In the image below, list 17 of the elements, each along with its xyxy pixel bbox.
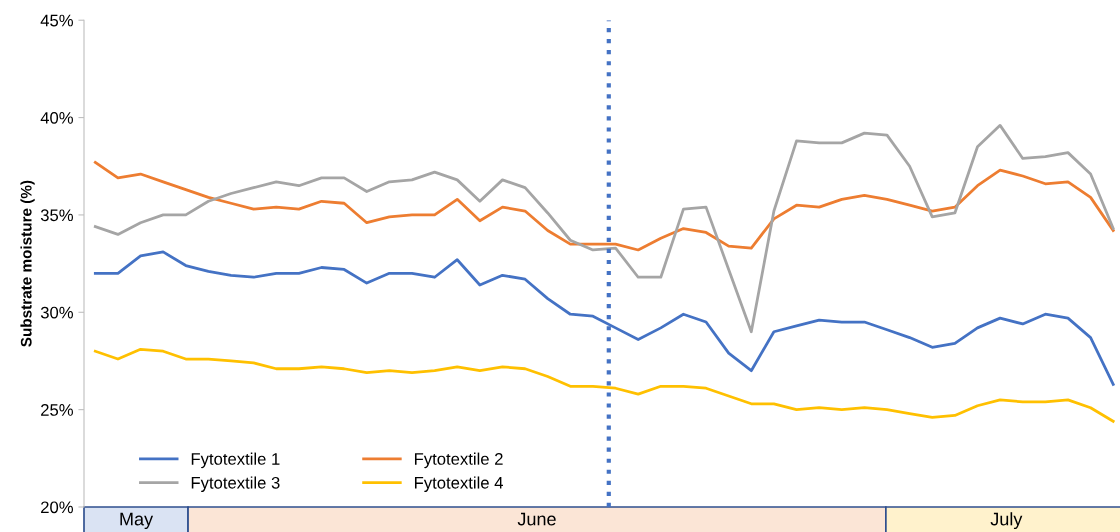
line-series: [93, 160, 1115, 252]
text: June: [517, 512, 556, 526]
legend-label: Fytotextile 2: [414, 452, 503, 469]
y-tick-label: 25%: [41, 404, 73, 416]
legend-label: Fytotextile 3: [191, 476, 280, 492]
y-tick-label: 40%: [40, 111, 73, 124]
text: July: [990, 512, 1023, 530]
text: May: [120, 512, 154, 530]
y-tick-label: 30%: [40, 306, 73, 319]
legend-label: Fytotextile 1: [191, 452, 280, 469]
y-axis-title: Substrate moisture (%): [20, 180, 35, 347]
y-tick-label: 35%: [40, 209, 73, 222]
y-tick-label: 45%: [40, 14, 73, 27]
line-series: [93, 123, 1115, 334]
legend-label: Fytotextile 4: [414, 476, 503, 492]
line-series: [93, 347, 1115, 423]
y-tick-label: 20%: [41, 501, 73, 514]
